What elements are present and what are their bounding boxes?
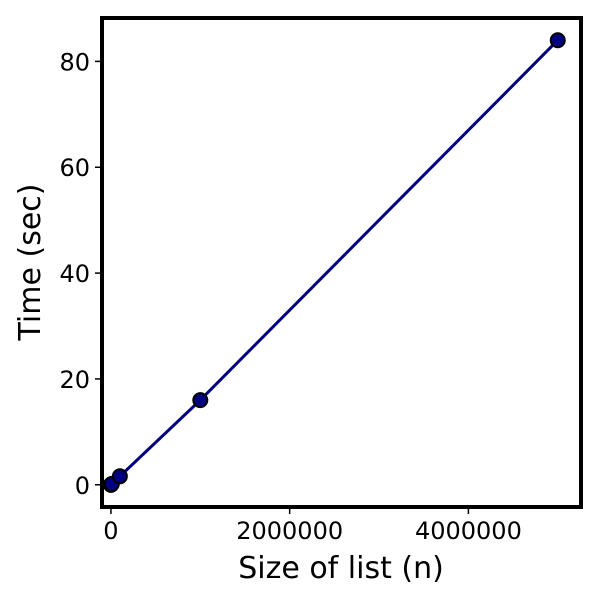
series-line <box>109 39 559 487</box>
y-tick-label: 60 <box>59 154 90 182</box>
x-tick-label: 0 <box>103 517 118 545</box>
y-tick-label: 0 <box>75 472 90 500</box>
x-axis-label: Size of list (n) <box>238 551 444 586</box>
axis-ticks: 0 2000000 4000000 0 20 40 60 80 <box>59 48 521 545</box>
plot-frame <box>100 16 583 509</box>
data-point <box>111 468 128 485</box>
y-tick-label: 40 <box>59 260 90 288</box>
x-tick-label: 2000000 <box>236 517 343 545</box>
y-axis-label: Time (sec) <box>13 184 48 342</box>
plot-marks <box>102 32 566 493</box>
y-tick-label: 80 <box>59 48 90 76</box>
x-tick-label: 4000000 <box>415 517 522 545</box>
y-tick-label: 20 <box>59 366 90 394</box>
data-point <box>549 32 566 49</box>
data-point <box>192 392 209 409</box>
